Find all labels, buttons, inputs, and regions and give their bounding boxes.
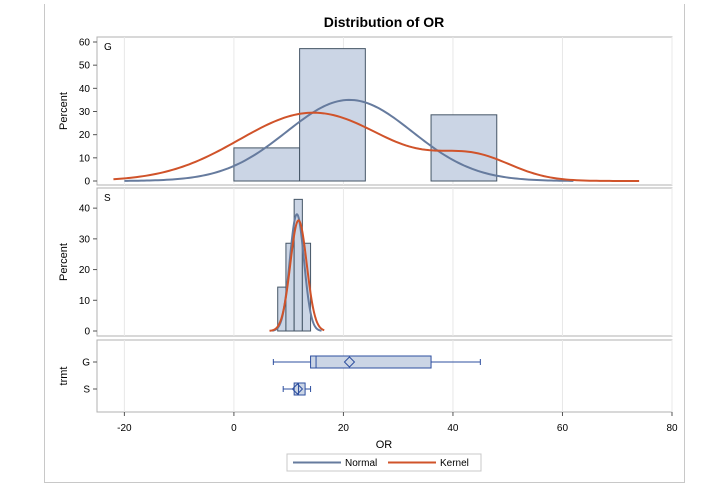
box-mean-marker: [343, 356, 356, 368]
y-tick-label: 30: [79, 234, 91, 245]
y-tick-label: 10: [79, 153, 91, 164]
y-tick-label: 40: [79, 204, 91, 215]
box-iqr: [293, 382, 306, 396]
x-tick-label: 40: [447, 423, 459, 434]
y-tick-label: 60: [79, 38, 91, 49]
y-tick-label: 20: [79, 130, 91, 141]
x-tick-label: -20: [117, 423, 132, 434]
panel-border: [96, 187, 673, 337]
x-tick-label: 0: [231, 423, 237, 434]
x-tick-label: 80: [666, 423, 678, 434]
x-tick-label: 20: [338, 423, 350, 434]
y-tick-label: G: [82, 358, 90, 369]
y-tick-label: 30: [79, 107, 91, 118]
kernel-density-curve: [113, 111, 640, 182]
kernel-density-curve: [269, 219, 325, 332]
histogram-panel-G: 0 10 20 30 40 50 60 Percent G: [58, 36, 673, 188]
histogram-panel-S: 0 10 20 30 40 Percent S: [58, 187, 673, 338]
boxplot-G: G: [82, 355, 481, 369]
boxplot-y-axis-label: trmt: [58, 367, 70, 386]
normal-density-curve: [124, 98, 574, 182]
panel-label-S: S: [104, 193, 111, 204]
y-tick-label: 50: [79, 61, 91, 72]
x-tick-label: 60: [557, 423, 569, 434]
y-tick-label: 40: [79, 84, 91, 95]
y-axis-label: Percent: [58, 243, 70, 281]
y-tick-label: 10: [79, 296, 91, 307]
panel-label-G: G: [104, 42, 112, 53]
y-tick-label: S: [83, 385, 90, 396]
boxplot-S: S: [83, 382, 312, 396]
legend-box: [286, 453, 482, 472]
box-mean-marker: [291, 383, 304, 395]
y-tick-label: 0: [84, 327, 90, 338]
legend-label-kernel: Kernel: [440, 458, 469, 469]
box-iqr: [310, 355, 432, 369]
y-tick-label: 20: [79, 265, 91, 276]
x-axis-label: OR: [376, 439, 393, 451]
boxplot-panel-border: [96, 339, 673, 413]
legend-label-normal: Normal: [345, 458, 377, 469]
y-axis-label: Percent: [58, 92, 70, 130]
histogram-bar: [430, 114, 498, 182]
histogram-bar: [233, 147, 301, 182]
chart-frame: [44, 4, 685, 483]
chart-title: Distribution of OR: [324, 14, 445, 30]
y-tick-label: 0: [84, 177, 90, 188]
